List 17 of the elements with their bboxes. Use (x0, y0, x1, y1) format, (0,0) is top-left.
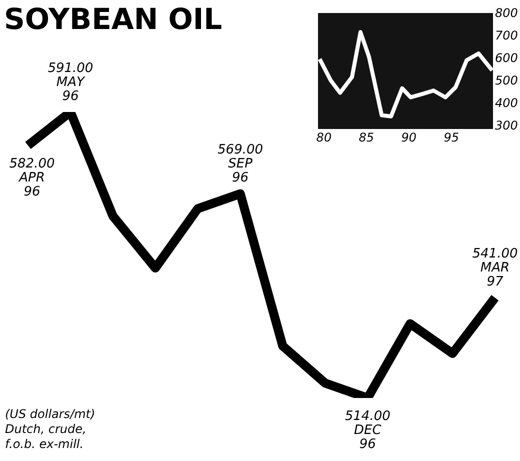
text: (US dollars/mt) Dutch, crude, f.o.b. ex-mill. (5, 407, 96, 451)
y-tick-label: 400 (495, 96, 518, 110)
y-tick-label: 600 (495, 51, 518, 66)
x-tick-label: 85 (358, 130, 374, 144)
data-label: 582.00 APR 96 (9, 156, 55, 200)
data-label: 569.00 SEP 96 (218, 142, 264, 186)
chart-title: SOYBEAN OIL (4, 2, 222, 36)
data-label: 541.00 MAR 97 (472, 246, 518, 290)
x-tick-label: 95 (444, 130, 460, 144)
y-tick-label: 800 (495, 6, 518, 20)
data-label: 591.00 MAY 96 (48, 61, 94, 104)
y-tick-label: 300 (495, 118, 518, 133)
x-tick-label: 90 (401, 130, 417, 144)
data-label: 514.00 DEC 96 (344, 409, 390, 452)
y-tick-label: 500 (495, 74, 518, 88)
x-tick-label: 80 (316, 130, 332, 144)
y-tick-label: 700 (495, 28, 518, 43)
